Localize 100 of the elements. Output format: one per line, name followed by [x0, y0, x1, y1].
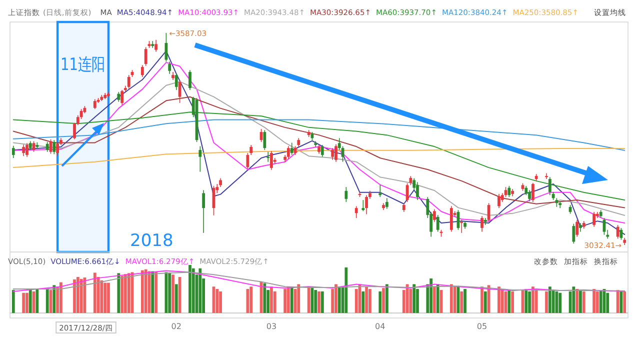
candlestick	[151, 40, 154, 48]
candlestick	[354, 206, 358, 218]
candlestick	[286, 146, 290, 160]
annotation: 2018	[130, 231, 174, 251]
candlestick	[528, 190, 531, 202]
bar	[120, 276, 124, 313]
bar	[592, 289, 596, 313]
bar	[22, 292, 26, 313]
candlestick	[362, 200, 365, 212]
candlestick	[450, 206, 453, 232]
candlestick	[120, 90, 124, 106]
bar	[508, 290, 511, 313]
bar	[320, 291, 324, 313]
bar	[127, 273, 130, 313]
bar	[250, 286, 253, 313]
candlestick	[409, 176, 412, 186]
bar	[188, 265, 192, 313]
bar	[216, 289, 219, 313]
candlestick	[331, 148, 334, 160]
bar	[484, 291, 487, 313]
bar	[117, 273, 120, 313]
bar	[338, 286, 341, 313]
bar	[460, 291, 464, 313]
candlestick	[480, 216, 484, 232]
bar	[558, 292, 562, 313]
bar	[314, 290, 318, 313]
bar	[107, 282, 110, 313]
bar	[154, 272, 158, 313]
candlestick	[290, 142, 294, 156]
candlestick	[484, 218, 487, 226]
band-label: 11连阳	[60, 55, 116, 75]
bar	[433, 286, 436, 313]
bar	[192, 268, 195, 313]
candlestick	[344, 186, 348, 202]
bar	[198, 268, 202, 313]
candlestick	[531, 182, 534, 202]
bar	[144, 269, 148, 313]
candlestick	[168, 61, 172, 74]
bar	[616, 290, 620, 313]
candlestick	[117, 91, 120, 102]
bar	[270, 286, 273, 313]
candlestick	[378, 184, 382, 198]
candlestick	[127, 74, 130, 90]
candlestick	[592, 212, 596, 228]
bar	[362, 291, 365, 313]
bar	[500, 289, 504, 313]
candlestick	[572, 223, 576, 244]
candlestick	[46, 142, 49, 152]
candlestick	[460, 220, 464, 234]
bar	[307, 286, 310, 313]
bar	[297, 284, 300, 313]
bar	[623, 291, 626, 313]
bar	[524, 289, 528, 313]
bar	[464, 289, 466, 313]
bar	[430, 278, 432, 313]
bar	[334, 284, 338, 313]
bar	[368, 289, 372, 313]
candlestick	[576, 220, 579, 238]
bar	[382, 288, 385, 313]
candlestick	[320, 144, 324, 158]
candlestick	[140, 64, 144, 78]
bar	[450, 284, 453, 313]
bar	[263, 283, 266, 313]
bar	[28, 289, 32, 313]
candlestick	[52, 140, 56, 155]
bar	[76, 277, 80, 313]
candlestick	[56, 142, 59, 156]
bar	[246, 289, 250, 313]
bar	[596, 291, 599, 313]
candlestick	[250, 144, 253, 156]
candlestick	[558, 200, 562, 208]
candlestick	[22, 144, 26, 156]
bar	[545, 291, 548, 313]
candlestick	[198, 146, 202, 172]
bar	[511, 291, 514, 313]
bar	[52, 285, 56, 313]
tick-label: 02	[171, 322, 182, 331]
bar	[378, 291, 382, 313]
candlestick	[433, 208, 436, 222]
bar	[555, 291, 558, 313]
tick-label: 04	[375, 322, 386, 331]
bar	[599, 290, 602, 313]
bar	[453, 286, 456, 313]
bar	[93, 272, 96, 313]
candlestick	[334, 144, 338, 162]
bar	[168, 272, 172, 313]
bar	[286, 286, 290, 313]
bar	[59, 282, 62, 313]
bar	[354, 289, 358, 313]
candlestick	[188, 70, 192, 90]
bar	[480, 286, 484, 313]
candlestick	[498, 194, 500, 208]
bar	[579, 290, 582, 313]
bar	[498, 286, 500, 313]
candlestick	[436, 214, 440, 232]
bar	[104, 282, 107, 313]
bar	[172, 274, 174, 313]
bar	[528, 291, 531, 313]
bar	[284, 289, 286, 313]
candlestick	[385, 198, 388, 210]
